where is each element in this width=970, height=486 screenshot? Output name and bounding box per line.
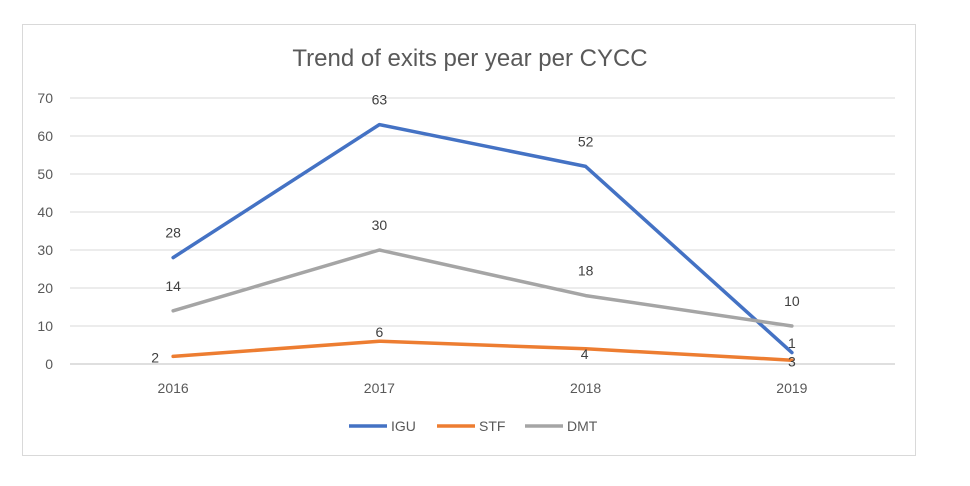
gridlines (70, 97, 895, 365)
legend-label-stf: STF (479, 418, 505, 434)
data-label-stf: 2 (151, 349, 159, 365)
data-labels: 28 63 52 3 2 6 4 1 14 30 18 10 (151, 92, 800, 370)
data-label-dmt: 14 (165, 278, 181, 294)
y-tick-label: 40 (37, 204, 53, 220)
legend: IGU STF DMT (349, 418, 598, 434)
y-tick-label: 70 (37, 90, 53, 106)
series-line-stf (171, 339, 794, 362)
y-tick-label: 0 (45, 356, 53, 372)
series-lines (171, 122, 794, 362)
data-label-dmt: 30 (372, 217, 388, 233)
x-axis: 2016 2017 2018 2019 (158, 380, 808, 396)
x-tick-label: 2016 (158, 380, 189, 396)
data-label-igu: 63 (372, 92, 388, 108)
chart-area (22, 24, 916, 456)
x-tick-label: 2018 (570, 380, 601, 396)
data-label-stf: 1 (788, 335, 796, 351)
y-axis: 0 10 20 30 40 50 60 70 (37, 90, 53, 372)
legend-label-igu: IGU (391, 418, 416, 434)
data-label-igu: 3 (788, 354, 796, 370)
x-tick-label: 2017 (364, 380, 395, 396)
y-tick-label: 20 (37, 280, 53, 296)
data-label-igu: 28 (165, 225, 181, 241)
series-line-igu (171, 122, 794, 355)
data-label-stf: 4 (581, 346, 589, 362)
y-tick-label: 30 (37, 242, 53, 258)
y-tick-label: 60 (37, 128, 53, 144)
y-tick-label: 50 (37, 166, 53, 182)
legend-label-dmt: DMT (567, 418, 598, 434)
y-tick-label: 10 (37, 318, 53, 334)
data-label-igu: 52 (578, 133, 594, 149)
series-line-dmt (171, 248, 794, 328)
data-label-stf: 6 (375, 324, 383, 340)
chart-title: Trend of exits per year per CYCC (292, 45, 647, 72)
data-label-dmt: 10 (784, 293, 800, 309)
x-tick-label: 2019 (776, 380, 807, 396)
data-label-dmt: 18 (578, 263, 594, 279)
